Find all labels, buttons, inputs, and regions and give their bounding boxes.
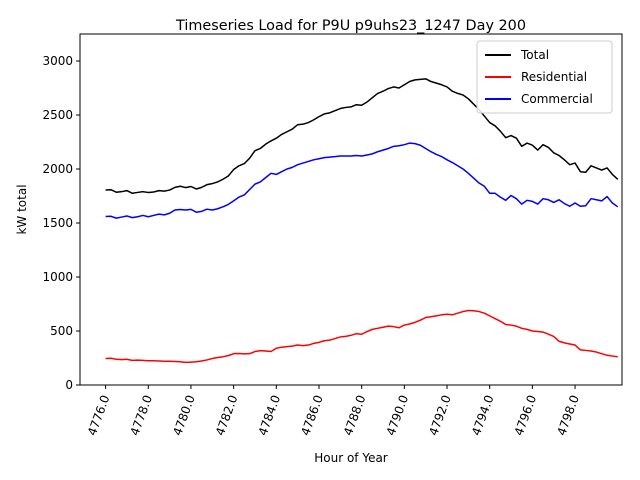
y-tick-label: 1500 <box>42 216 73 230</box>
y-tick-label: 500 <box>50 324 73 338</box>
y-axis-label: kW total <box>15 184 29 234</box>
series-line-residential <box>105 309 618 364</box>
chart-title: Timeseries Load for P9U p9uhs23_1247 Day… <box>175 18 526 34</box>
y-tick-label: 2000 <box>42 162 73 176</box>
axes-layer <box>79 33 623 386</box>
y-tick-label: 3000 <box>42 54 73 68</box>
legend-label-commercial: Commercial <box>521 92 593 106</box>
x-axis-label: Hour of Year <box>314 451 388 465</box>
legend-label-total: Total <box>520 48 549 62</box>
series-line-commercial <box>105 142 619 219</box>
legend-label-residential: Residential <box>521 70 587 84</box>
y-axis-ticks: 0 500 1000 1500 2000 2500 3000 <box>42 54 80 392</box>
series-line-total <box>105 78 619 195</box>
series-layer <box>105 78 619 364</box>
y-tick-label: 2500 <box>42 108 73 122</box>
legend-box <box>476 40 613 114</box>
axes-border <box>79 33 623 386</box>
legend: Total Residential Commercial <box>476 40 613 114</box>
y-tick-label: 1000 <box>42 270 73 284</box>
y-tick-label: 0 <box>65 378 73 392</box>
